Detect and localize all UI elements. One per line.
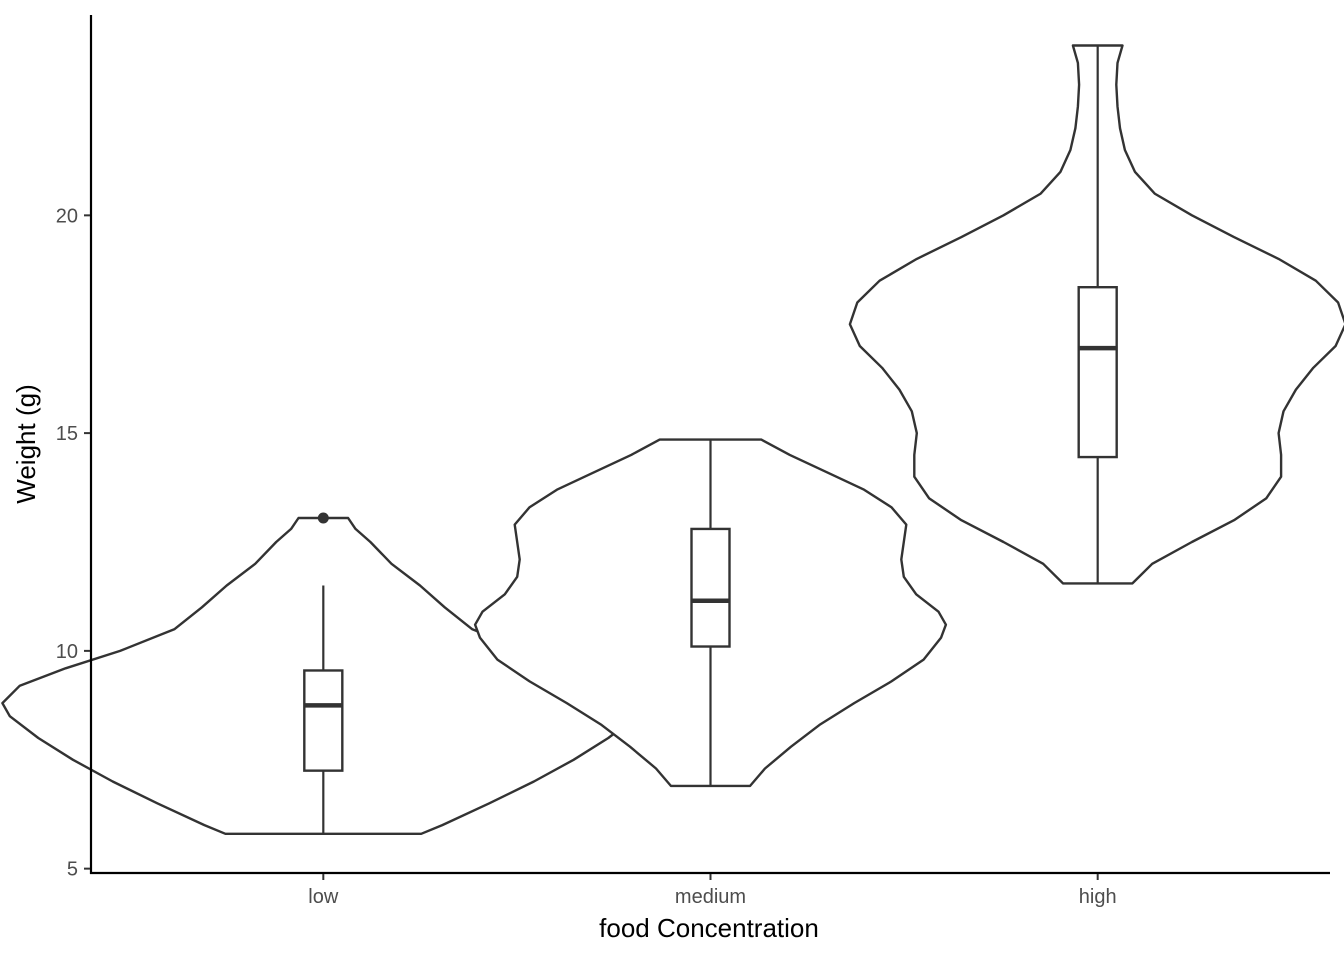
x-tick-label: low (308, 886, 339, 908)
y-tick-label: 10 (56, 641, 78, 663)
x-tick-label: high (1079, 886, 1117, 908)
y-tick-label: 20 (56, 205, 78, 227)
box-low (303, 669, 344, 772)
outlier-point-low (317, 512, 329, 524)
y-tick-label: 15 (56, 423, 78, 445)
box-medium (690, 527, 731, 648)
x-axis-title: food Concentration (599, 913, 819, 943)
x-tick-label: medium (675, 886, 746, 908)
y-axis-title: Weight (g) (11, 384, 41, 503)
y-tick-label: 5 (67, 859, 78, 881)
box-high (1077, 286, 1118, 459)
